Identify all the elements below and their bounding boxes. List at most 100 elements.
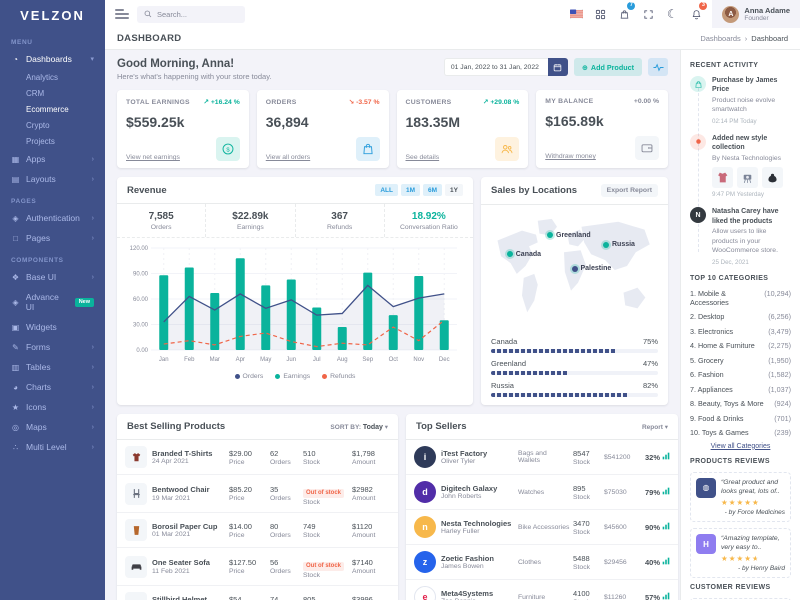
thumbnail-jacket-icon[interactable] — [712, 167, 733, 189]
stat-link[interactable]: Withdraw money — [545, 153, 596, 160]
review-author: - by Henry Baird — [738, 565, 785, 573]
sidebar-item-crm[interactable]: CRM — [26, 88, 45, 98]
category-name[interactable]: 1. Mobile & Accessories — [690, 288, 729, 307]
breadcrumb-dashboards[interactable]: Dashboards — [700, 34, 741, 43]
seller-company[interactable]: Digitech Galaxy — [441, 483, 498, 493]
revenue-tab-6m[interactable]: 6M — [423, 184, 443, 196]
revenue-chart: 0.00 30.00 60.00 90.00 120.00 Jan Feb Mar Apr May… — [130, 246, 457, 363]
stock-label: Stock — [573, 528, 590, 536]
stat-link[interactable]: See details — [405, 154, 440, 161]
sidebar-item-forms[interactable]: ✎ Forms › — [0, 337, 105, 357]
sidebar-item-charts[interactable]: ◕ Charts › — [0, 377, 105, 397]
apps-grid-button[interactable] — [588, 2, 612, 26]
reviewer-avatar: H — [696, 534, 716, 555]
add-product-button[interactable]: ⊕ Add Product — [573, 58, 642, 76]
sidebar-item-multi-level[interactable]: ∴ Multi Level › — [0, 437, 105, 457]
category-name[interactable]: 4. Home & Furniture — [690, 341, 755, 351]
cart-button[interactable]: 7 — [612, 2, 636, 26]
language-flag-button[interactable] — [564, 2, 588, 26]
star-icon: ★ — [751, 498, 760, 508]
fullscreen-button[interactable] — [636, 2, 660, 26]
seller-company[interactable]: Zoetic Fashion — [441, 553, 494, 563]
sidebar-item-layouts[interactable]: ▤ Layouts › — [0, 169, 105, 189]
product-name[interactable]: Borosil Paper Cup — [152, 521, 218, 531]
location-progress-fill — [491, 393, 628, 397]
category-name[interactable]: 5. Grocery — [690, 355, 724, 365]
seller-company[interactable]: Meta4Systems — [441, 588, 494, 598]
cell-label: Orders — [270, 458, 291, 466]
shopping-bag-icon — [620, 9, 629, 19]
sidebar-item-apps[interactable]: ▦ Apps › — [0, 149, 105, 169]
cell-label: Stock — [303, 572, 320, 579]
view-all-categories-link[interactable]: View all Categories — [710, 442, 771, 450]
category-name[interactable]: 8. Beauty, Toys & More — [690, 399, 764, 409]
seller-company[interactable]: iTest Factory — [441, 448, 488, 458]
sidebar-item-pages[interactable]: □ Pages › — [0, 228, 105, 248]
sidebar-item-base-ui[interactable]: ❖ Base UI › — [0, 267, 105, 287]
star-icon: ★ — [728, 554, 737, 564]
seller-company[interactable]: Nesta Technologies — [441, 518, 512, 528]
world-map: Greenland Canada Russia Palestine — [487, 209, 662, 327]
revenue-tab-1y[interactable]: 1Y — [445, 184, 463, 196]
sidebar-item-maps[interactable]: ◎ Maps › — [0, 417, 105, 437]
product-name[interactable]: Bentwood Chair — [152, 485, 210, 495]
export-report-button[interactable]: Export Report — [600, 184, 658, 197]
map-marker-palestine: Palestine — [571, 265, 611, 272]
svg-text:0.00: 0.00 — [136, 348, 148, 354]
category-name[interactable]: 7. Appliances — [690, 384, 733, 394]
product-name[interactable]: Stillbird Helmet — [152, 594, 208, 600]
tables-icon: ▥ — [11, 362, 20, 372]
sidebar-item-projects[interactable]: Projects — [26, 136, 55, 146]
product-name[interactable]: Branded T-Shirts — [152, 448, 213, 458]
sidebar-item-label: Authentication — [26, 213, 80, 223]
hamburger-menu-icon[interactable] — [115, 9, 129, 19]
sidebar-item-ecommerce[interactable]: Ecommerce — [26, 104, 69, 114]
category-name[interactable]: 10. Toys & Games — [690, 428, 749, 438]
stat-link[interactable]: View all orders — [265, 154, 311, 161]
chevron-right-icon: › — [91, 423, 94, 431]
sidebar-item-tables[interactable]: ▥ Tables › — [0, 357, 105, 377]
category-name[interactable]: 2. Desktop — [690, 312, 725, 322]
thumbnail-bag-icon[interactable] — [762, 167, 783, 189]
notifications-button[interactable]: 3 — [684, 2, 708, 26]
user-menu[interactable]: A Anna Adame Founder — [712, 0, 800, 28]
sidebar-item-icons[interactable]: ★ Icons › — [0, 397, 105, 417]
dashboards-icon: ◔ — [13, 54, 18, 64]
bar-chart-icon — [662, 452, 670, 462]
sidebar-item-crypto[interactable]: Crypto — [26, 120, 50, 130]
app-logo[interactable]: VELZON — [20, 7, 85, 23]
svg-text:Feb: Feb — [184, 357, 195, 363]
sidebar-item-authentication[interactable]: ◈ Authentication › — [0, 208, 105, 228]
activity-title[interactable]: Natasha Carey have liked the products — [712, 208, 779, 225]
sort-by-dropdown[interactable]: SORT BY: Today ▾ — [330, 423, 388, 431]
calendar-button[interactable] — [547, 58, 568, 76]
activity-title[interactable]: Added new style collection — [712, 134, 768, 152]
dark-mode-button[interactable]: ☾ — [660, 2, 684, 26]
sidebar-item-dashboards[interactable]: ◔ Dashboards ▾ — [0, 49, 105, 69]
thumbnail-camera-icon[interactable] — [737, 167, 758, 189]
category-name[interactable]: 3. Electronics — [690, 326, 734, 336]
date-range-input[interactable] — [443, 58, 548, 76]
seller-cell: iTest Factory Oliver Tyler — [441, 449, 515, 466]
product-image-helmet-icon — [125, 592, 147, 600]
sidebar-item-advance-ui[interactable]: ◈ Advance UI New — [0, 287, 105, 317]
revenue-tab-1m[interactable]: 1M — [400, 184, 421, 196]
category-name[interactable]: 6. Fashion — [690, 370, 724, 380]
search-input[interactable] — [157, 9, 238, 19]
category-name[interactable]: 9. Food & Drinks — [690, 413, 744, 423]
activity-title[interactable]: Purchase by James Price — [712, 77, 778, 94]
sidebar-item-analytics[interactable]: Analytics — [26, 72, 59, 82]
cell-value: $1,798 — [352, 448, 375, 458]
svg-text:120.00: 120.00 — [130, 246, 149, 252]
cell-value: 62 — [270, 448, 279, 458]
revenue-tab-all[interactable]: ALL — [375, 184, 398, 196]
stock-value: 895 — [573, 483, 586, 493]
sidebar-item-widgets[interactable]: ▣ Widgets — [0, 317, 105, 337]
category-count: (1,950) — [768, 355, 791, 365]
product-name[interactable]: One Seater Sofa — [152, 558, 210, 568]
activity-button[interactable] — [648, 58, 668, 76]
legend-dot-icon — [322, 374, 328, 379]
search-box[interactable] — [137, 5, 245, 23]
report-dropdown[interactable]: Report ▾ — [641, 423, 669, 431]
stat-link[interactable]: View net earnings — [126, 154, 180, 161]
